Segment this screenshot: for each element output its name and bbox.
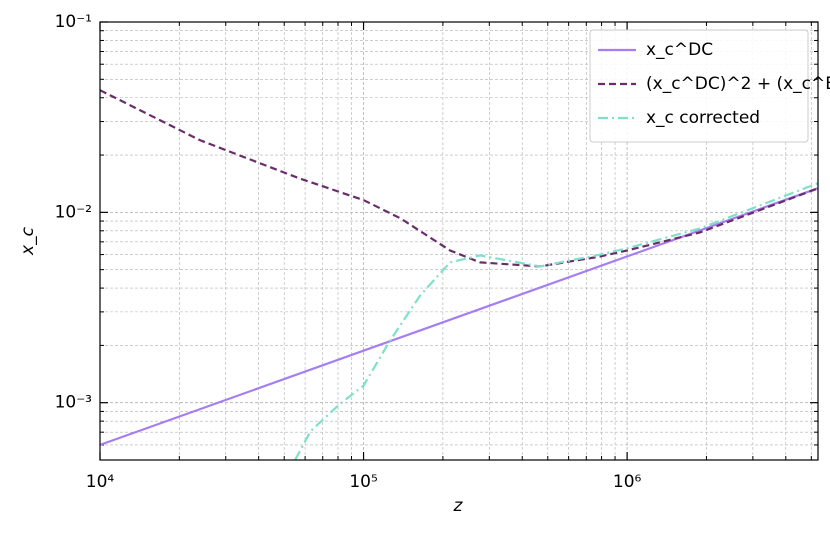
x-tick-label: 10⁴ (86, 472, 115, 492)
legend-label: x_c corrected (646, 108, 760, 128)
series-line (100, 89, 818, 268)
legend-box (589, 29, 809, 143)
series-line (294, 182, 818, 460)
x-tick-label: 10⁶ (613, 472, 642, 492)
legend-label: (x_c^DC)^2 + (x_c^BR)^2 (646, 74, 830, 94)
plot-frame (99, 21, 819, 461)
y-tick-label: 10⁻² (55, 202, 92, 222)
y-tick-label: 10⁻¹ (55, 12, 92, 32)
y-axis-label: x_c (18, 226, 38, 256)
series-line (100, 187, 818, 446)
legend-label: x_c^DC (646, 40, 713, 60)
y-tick-label: 10⁻³ (55, 393, 92, 413)
x-axis-label: z (453, 496, 464, 516)
x-tick-label: 10⁵ (349, 472, 377, 492)
